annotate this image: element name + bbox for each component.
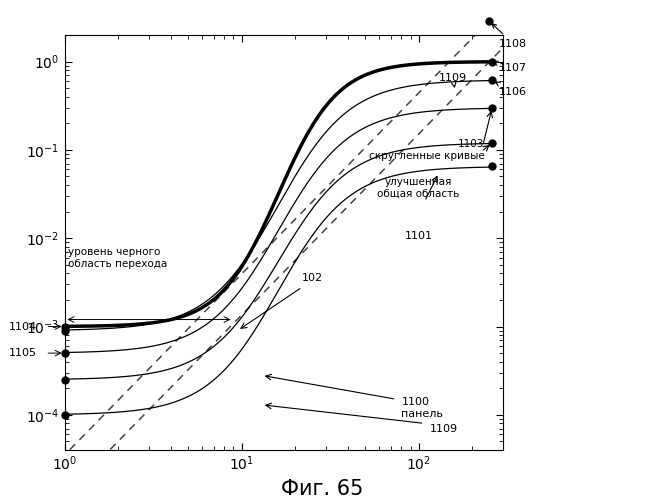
Text: 1103
скругленные кривые: 1103 скругленные кривые [368, 139, 484, 160]
Text: 1106: 1106 [495, 82, 527, 97]
Text: 1109: 1109 [439, 73, 467, 87]
Text: 1107: 1107 [493, 61, 527, 73]
Text: 1104: 1104 [9, 322, 37, 332]
Text: 1100
панель: 1100 панель [401, 397, 443, 418]
Text: улучшенная
общая область: улучшенная общая область [377, 177, 460, 199]
Text: 1101: 1101 [404, 231, 433, 241]
Text: 1105: 1105 [9, 348, 37, 358]
Text: уровень черного
область перехода: уровень черного область перехода [68, 247, 168, 268]
Text: 1109: 1109 [430, 424, 457, 434]
Text: Фиг. 65: Фиг. 65 [281, 479, 364, 499]
Text: 1108: 1108 [492, 24, 527, 48]
Text: 102: 102 [303, 274, 323, 283]
